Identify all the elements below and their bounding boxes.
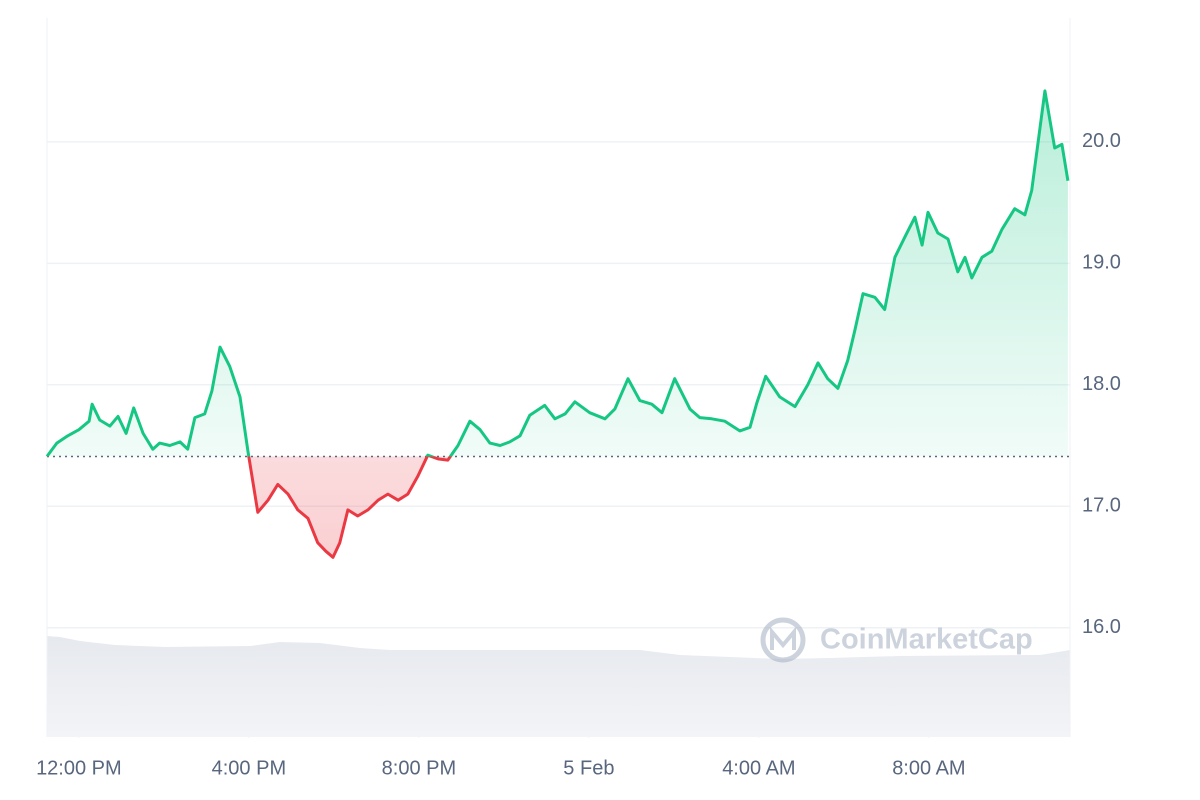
- x-tick-label: 4:00 AM: [722, 757, 795, 779]
- x-tick-label: 8:00 PM: [382, 757, 456, 779]
- y-tick-label: 16.0: [1082, 616, 1121, 638]
- price-line: [45, 89, 1070, 559]
- x-tick-label: 5 Feb: [563, 757, 614, 779]
- y-tick-label: 20.0: [1082, 130, 1121, 152]
- watermark: CoinMarketCap: [760, 617, 1033, 663]
- plot: [45, 89, 1070, 559]
- watermark-text: CoinMarketCap: [820, 624, 1033, 656]
- y-tick-label: 19.0: [1082, 252, 1121, 274]
- area: [47, 90, 1068, 558]
- y-tick-label: 17.0: [1082, 495, 1121, 517]
- x-tick-label: 12:00 PM: [36, 757, 122, 779]
- y-tick-label: 18.0: [1082, 373, 1121, 395]
- watermark-logo: [760, 617, 806, 663]
- x-tick-label: 8:00 AM: [892, 757, 965, 779]
- volume-area: [47, 636, 1070, 737]
- x-tick-label: 4:00 PM: [212, 757, 286, 779]
- watermark-logo: [770, 626, 796, 650]
